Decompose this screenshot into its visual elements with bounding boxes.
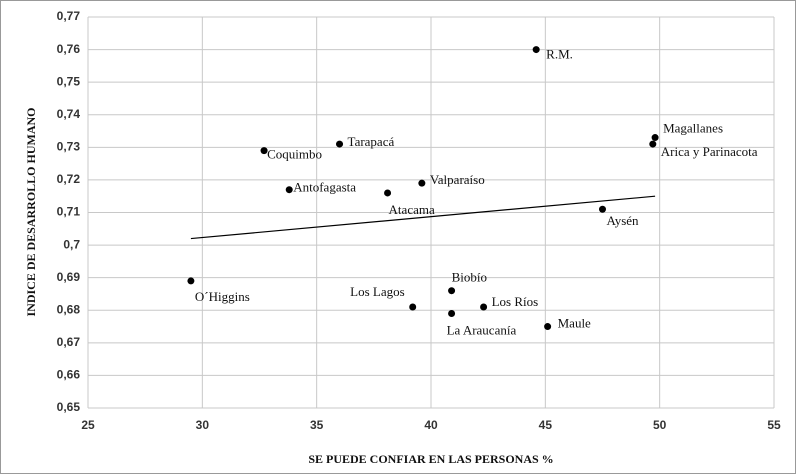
point-label: Magallanes <box>663 121 723 136</box>
x-tick-label: 50 <box>653 418 667 432</box>
point-label: Los Lagos <box>350 284 405 299</box>
point-label: R.M. <box>546 47 573 62</box>
trendline <box>190 195 656 240</box>
y-axis-title: INDICE DE DESARROLLO HUMANO <box>24 107 38 316</box>
x-tick-label: 45 <box>539 418 553 432</box>
point <box>532 46 540 54</box>
y-tick-label: 0,75 <box>57 74 81 88</box>
point <box>187 277 195 285</box>
point <box>651 134 659 142</box>
point-label: Arica y Parinacota <box>661 144 758 159</box>
point <box>448 310 456 318</box>
point <box>260 147 268 155</box>
point-label: Maule <box>558 316 591 331</box>
point-label: Los Ríos <box>492 294 539 309</box>
point-label: La Araucanía <box>447 322 517 337</box>
point-label: Biobío <box>452 270 487 285</box>
point <box>649 140 657 148</box>
x-axis-title: SE PUEDE CONFIAR EN LAS PERSONAS % <box>308 452 553 466</box>
x-tick-label: 40 <box>424 418 438 432</box>
point-label: Valparaíso <box>430 172 485 187</box>
y-tick-label: 0,7 <box>63 237 80 251</box>
y-tick-label: 0,71 <box>57 205 81 219</box>
point <box>409 303 417 311</box>
point <box>336 140 344 148</box>
point <box>544 323 552 331</box>
y-tick-label: 0,72 <box>57 172 81 186</box>
point-label: Atacama <box>389 202 435 217</box>
y-tick-label: 0,68 <box>57 302 81 316</box>
point <box>285 186 293 194</box>
y-tick-label: 0,67 <box>57 335 81 349</box>
y-tick-label: 0,74 <box>57 107 81 121</box>
point-label: Tarapacá <box>348 134 395 149</box>
y-tick-label: 0,65 <box>57 400 81 414</box>
point <box>480 303 488 311</box>
y-tick-label: 0,73 <box>57 140 81 154</box>
point-label: Coquimbo <box>267 147 322 162</box>
x-tick-label: 55 <box>767 418 781 432</box>
x-tick-label: 35 <box>310 418 324 432</box>
point <box>448 287 456 295</box>
point <box>418 179 426 187</box>
point-label: O´Higgins <box>195 289 250 304</box>
x-tick-label: 25 <box>81 418 95 432</box>
y-tick-label: 0,76 <box>57 42 81 56</box>
x-tick-label: 30 <box>196 418 210 432</box>
point <box>599 205 606 213</box>
point <box>384 189 392 197</box>
y-tick-label: 0,69 <box>57 270 81 284</box>
point-label: Aysén <box>607 213 640 228</box>
point-label: Antofagasta <box>293 180 356 195</box>
y-tick-label: 0,77 <box>57 9 81 23</box>
y-tick-label: 0,66 <box>57 368 81 382</box>
